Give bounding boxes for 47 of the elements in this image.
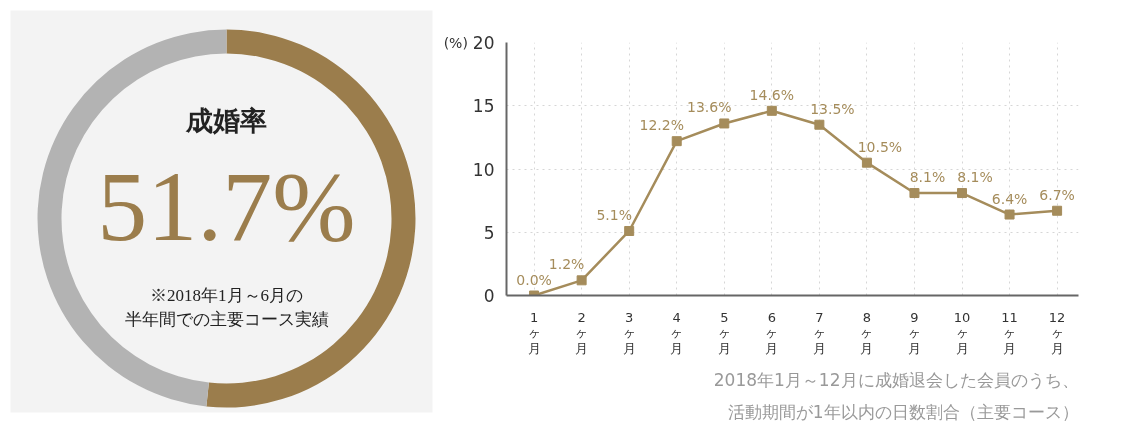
x-tick-label: 11ヶ月: [1001, 309, 1018, 356]
point: [671, 136, 682, 147]
y-tick-label: 5: [483, 222, 495, 243]
data-label: 13.5%: [810, 100, 855, 117]
point: [814, 119, 825, 130]
x-tick-label: 7ヶ月: [812, 309, 826, 356]
data-label: 1.2%: [548, 256, 585, 273]
data-label: 6.7%: [1039, 186, 1075, 203]
data-label: 8.1%: [957, 169, 993, 186]
point: [957, 188, 968, 199]
data-label: 10.5%: [857, 138, 903, 155]
x-tick-label: 1ヶ月: [527, 309, 541, 356]
text: 2018年1月～12月に成婚退会した会員のうち、: [713, 369, 1079, 390]
y-tick-label: 0: [483, 286, 495, 306]
x-tick-label: 2ヶ月: [575, 309, 589, 356]
data-label: 51.7%: [97, 151, 356, 262]
x-tick-label: 10ヶ月: [953, 309, 971, 356]
text: 活動期間が1年以内の日数割合（主要コース）: [727, 401, 1079, 422]
data-label: 12.2%: [639, 117, 684, 134]
x-tick-label: 6ヶ月: [765, 309, 779, 356]
data-label: 0.0%: [516, 271, 552, 288]
text: ※2018年1月～6月の: [150, 286, 303, 305]
y-tick-label: 15: [472, 96, 495, 117]
x-tick-label: 9ヶ月: [907, 309, 921, 356]
x-tick-label: 3ヶ月: [622, 309, 636, 356]
data-label: 14.6%: [749, 86, 795, 103]
point: [766, 105, 777, 116]
data-label: 6.4%: [991, 190, 1028, 207]
text: 成婚率: [185, 105, 267, 136]
data-label: 13.6%: [687, 99, 732, 116]
y-tick-label: 20: [472, 33, 495, 53]
point: [719, 118, 730, 129]
point: [861, 157, 872, 168]
data-label: 8.1%: [909, 169, 946, 186]
text: 半年間での主要コース実績: [124, 310, 329, 329]
point: [624, 225, 635, 236]
x-tick-label: 4ヶ月: [670, 309, 684, 356]
point: [1004, 209, 1015, 220]
x-tick-label: 5ヶ月: [717, 309, 731, 356]
y-axis-title: (%): [443, 34, 468, 51]
point: [1052, 205, 1063, 216]
x-tick-label: 12ヶ月: [1048, 309, 1066, 356]
data-label: 5.1%: [596, 206, 632, 223]
x-tick-label: 8ヶ月: [860, 309, 874, 356]
y-tick-label: 10: [472, 159, 495, 180]
point: [909, 188, 920, 199]
point: [576, 275, 587, 286]
